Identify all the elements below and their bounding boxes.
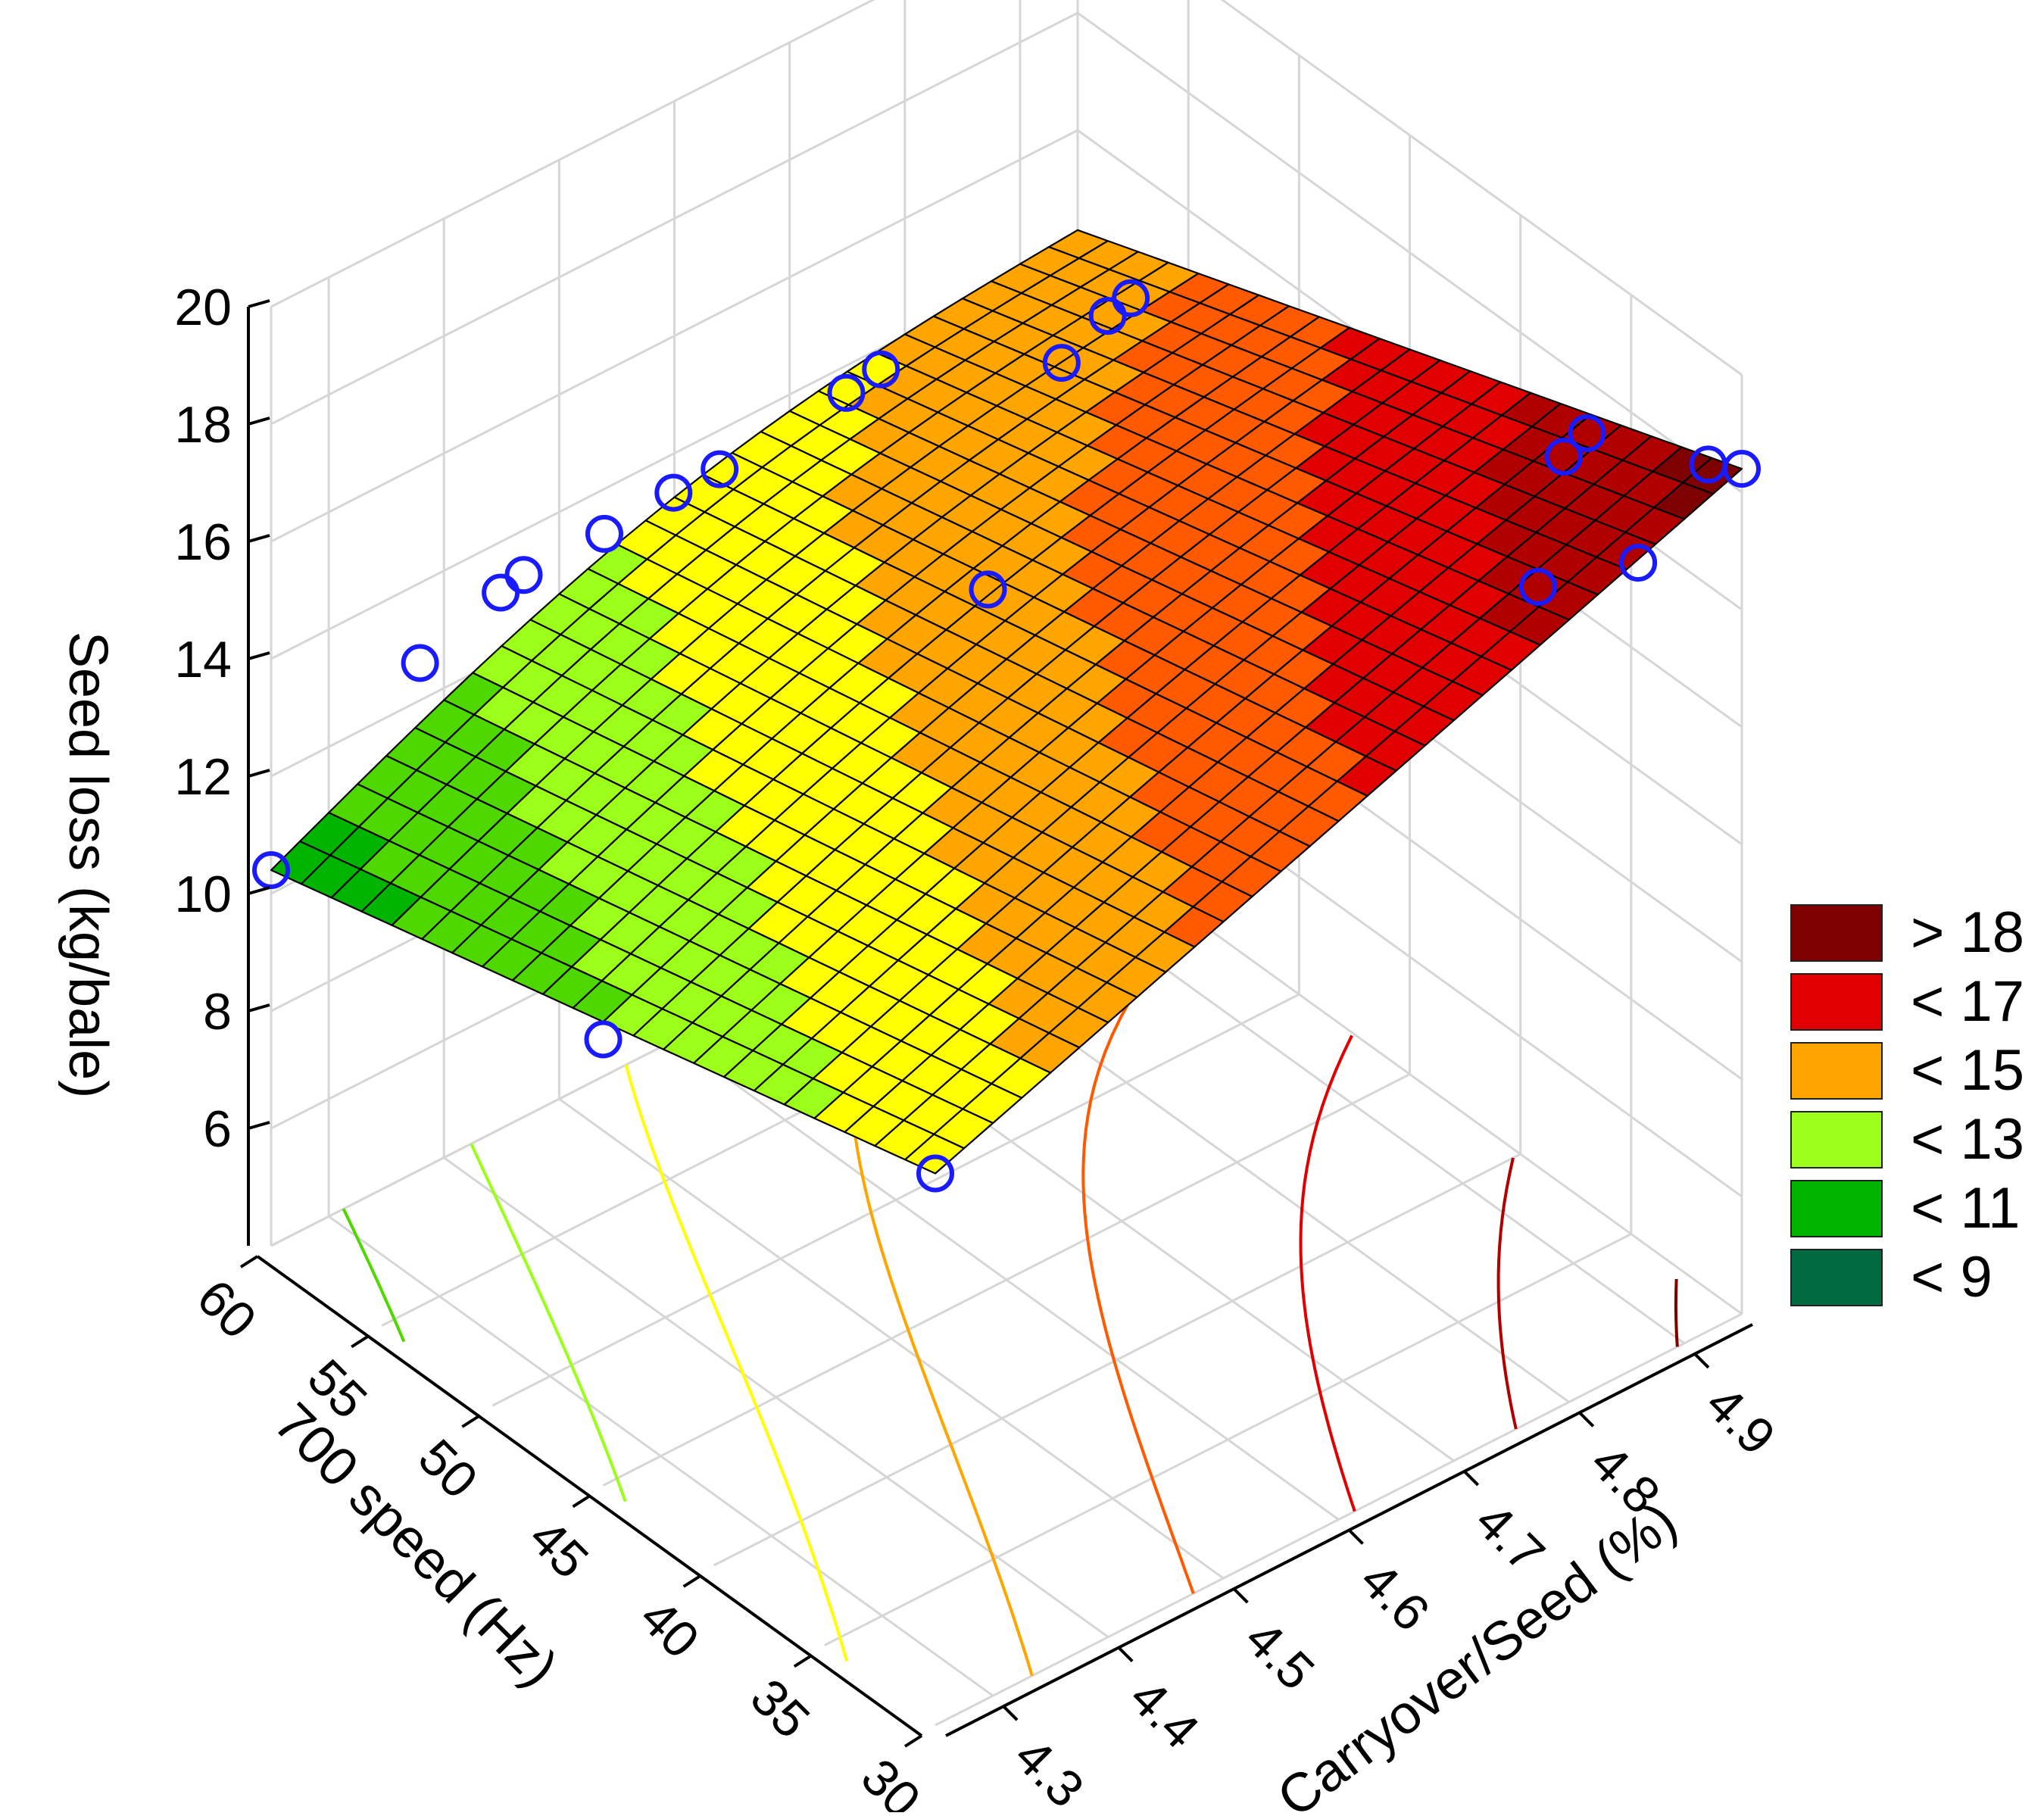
contour-line — [624, 1064, 849, 1662]
x-tick-label: 40 — [629, 1588, 710, 1669]
z-tick-mark — [248, 886, 270, 895]
y-tick-mark — [1578, 1411, 1595, 1428]
y-tick-label: 4.7 — [1465, 1492, 1556, 1584]
z-tick-mark — [248, 1121, 270, 1130]
x-tick-mark — [793, 1654, 812, 1668]
observed-point — [1042, 344, 1081, 382]
y-tick-label: 4.5 — [1234, 1610, 1325, 1702]
observed-point — [701, 450, 739, 488]
x-tick-mark — [682, 1574, 701, 1588]
x-tick-label: 30 — [850, 1748, 932, 1812]
floor-gridline — [673, 1039, 1340, 1521]
contour-line — [1081, 933, 1195, 1594]
observed-point — [1518, 567, 1557, 606]
x-tick-label: 60 — [186, 1268, 267, 1350]
z-tick-label: 14 — [174, 631, 232, 688]
observed-point — [862, 350, 900, 388]
x-tick-mark — [572, 1494, 591, 1509]
observed-point — [1568, 414, 1606, 453]
z-tick-label: 10 — [174, 866, 232, 923]
z-tick-mark — [248, 651, 270, 660]
response-surface — [270, 229, 1743, 1175]
observed-point — [1112, 279, 1150, 317]
z-tick-label: 20 — [174, 279, 232, 336]
observed-point — [1689, 445, 1727, 484]
x-tick-label: 35 — [739, 1668, 820, 1749]
x-tick-mark — [351, 1334, 370, 1349]
legend-swatch — [1790, 1111, 1883, 1169]
observed-point — [827, 373, 866, 412]
contour-line — [1496, 1157, 1518, 1430]
x-tick-mark — [239, 1255, 259, 1268]
observed-point — [585, 514, 623, 553]
legend-swatch — [1790, 1180, 1883, 1237]
floor-gridline — [443, 1156, 1109, 1638]
z-tick-label: 18 — [174, 396, 232, 454]
legend-label: < 13 — [1911, 1107, 2024, 1172]
observed-points — [252, 279, 1761, 1193]
y-tick-label: 4.6 — [1349, 1551, 1440, 1643]
observed-point — [401, 644, 439, 682]
observed-point — [1544, 438, 1583, 476]
x-tick-label: 45 — [518, 1509, 599, 1590]
z-tick-mark — [248, 1003, 270, 1013]
contour-line — [342, 1208, 406, 1343]
y-tick-mark — [1693, 1353, 1710, 1369]
floor-gridline — [558, 1097, 1225, 1580]
legend: > 18< 17< 15< 13< 11< 9 — [1790, 900, 2024, 1309]
x-tick-label: 50 — [407, 1428, 488, 1509]
legend-label: < 11 — [1911, 1176, 2020, 1240]
legend-swatch — [1790, 904, 1883, 962]
x-tick-mark — [903, 1734, 923, 1748]
observed-point — [654, 473, 693, 512]
z-tick-mark — [248, 417, 270, 426]
legend-label: < 9 — [1911, 1245, 1993, 1309]
contour-line — [1674, 1278, 1679, 1347]
observed-point — [252, 851, 290, 889]
y-tick-label: 4.3 — [1003, 1727, 1095, 1812]
contour-line — [1299, 1034, 1356, 1512]
legend-label: > 18 — [1911, 900, 2024, 965]
y-tick-mark — [1348, 1529, 1364, 1545]
legend-swatch — [1790, 973, 1883, 1031]
y-tick-label: 4.4 — [1119, 1668, 1210, 1760]
z-tick-mark — [248, 769, 270, 778]
z-axis-title: Seed loss (kg/bale) — [58, 632, 118, 1098]
y-tick-mark — [1232, 1587, 1249, 1604]
observed-point — [1619, 544, 1658, 582]
observed-point — [504, 556, 543, 594]
z-tick-label: 8 — [203, 983, 232, 1041]
y-tick-mark — [1002, 1705, 1019, 1721]
z-tick-mark — [248, 534, 270, 543]
y-tick-mark — [1117, 1646, 1134, 1663]
y-tick-mark — [1463, 1470, 1480, 1487]
legend-label: < 15 — [1911, 1038, 2024, 1103]
z-tick-label: 12 — [174, 748, 232, 806]
z-tick-label: 6 — [203, 1100, 232, 1158]
legend-swatch — [1790, 1249, 1883, 1306]
legend-swatch — [1790, 1042, 1883, 1100]
z-tick-label: 16 — [174, 513, 232, 571]
y-tick-label: 4.9 — [1695, 1374, 1787, 1466]
observed-point — [969, 570, 1007, 609]
observed-point — [482, 573, 520, 612]
floor-gridline — [328, 1215, 994, 1697]
contour-line — [470, 1143, 627, 1502]
x-tick-mark — [461, 1415, 480, 1428]
observed-point — [916, 1154, 954, 1193]
observed-point — [584, 1020, 623, 1059]
legend-label: < 17 — [1911, 969, 2024, 1034]
z-tick-mark — [248, 299, 270, 308]
